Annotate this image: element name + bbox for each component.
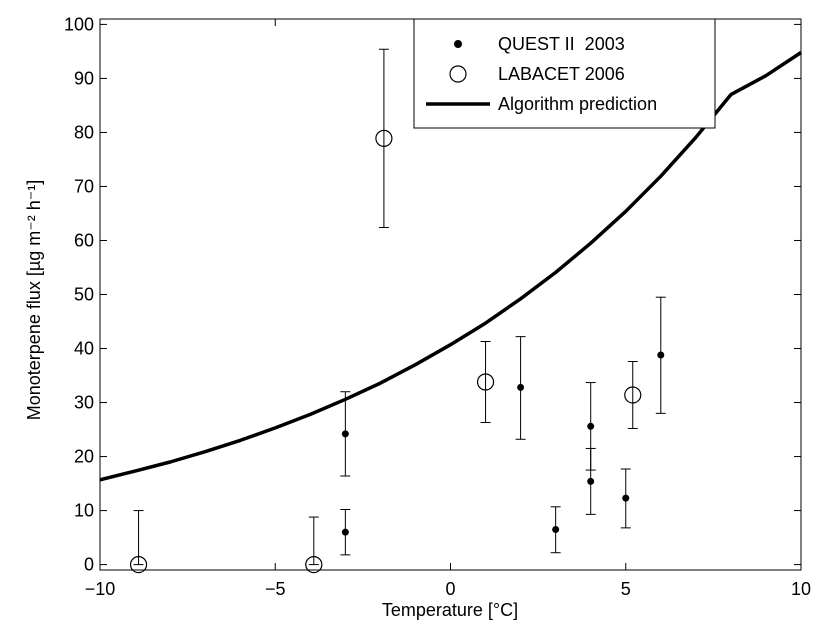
quest-point [341,528,349,536]
y-tick-label: 50 [74,285,94,305]
data-points-layer [129,48,666,574]
y-tick-label: 40 [74,339,94,359]
prediction-curve-layer [99,51,802,482]
x-tick-label: −5 [265,579,286,599]
quest-point [622,494,630,502]
y-tick-label: 20 [74,447,94,467]
x-axis-label: Temperature [°C] [382,600,518,620]
quest-point [587,422,595,430]
legend-marker-labacet [449,65,467,83]
labacet-point [624,386,642,404]
quest-point [517,383,525,391]
labacet-point [375,129,393,147]
quest-point [657,351,665,359]
y-tick-label: 80 [74,122,94,142]
quest-point [552,525,560,533]
algorithm-prediction-line [99,51,802,482]
x-tick-label: 0 [445,579,455,599]
y-tick-label: 90 [74,68,94,88]
legend-label-quest: QUEST II 2003 [498,34,625,54]
y-tick-labels: 0 10 20 30 40 50 60 70 80 90 100 [64,14,94,574]
labacet-point [476,373,495,391]
legend-box [413,18,716,129]
legend-label-labacet: LABACET 2006 [498,64,625,84]
y-tick-label: 30 [74,393,94,413]
x-tick-label: 10 [791,579,811,599]
quest-point [587,477,595,485]
labacet-point [305,555,323,574]
y-axis-label: Monoterpene flux [µg m⁻² h⁻¹] [24,180,44,420]
y-tick-label: 0 [84,555,94,575]
legend-label-algorithm: Algorithm prediction [498,94,657,114]
y-tick-label: 60 [74,230,94,250]
quest-point [341,430,349,438]
y-tick-label: 100 [64,14,94,34]
y-tick-label: 70 [74,176,94,196]
axis-ticks [99,19,802,570]
x-tick-labels: −10 −5 0 5 10 [85,579,811,599]
x-tick-label: 5 [621,579,631,599]
legend-marker-quest [454,40,462,48]
x-tick-label: −10 [85,579,116,599]
y-tick-label: 10 [74,501,94,521]
labacet-point [129,555,148,574]
legend: QUEST II 2003 LABACET 2006 Algorithm pre… [413,18,716,129]
